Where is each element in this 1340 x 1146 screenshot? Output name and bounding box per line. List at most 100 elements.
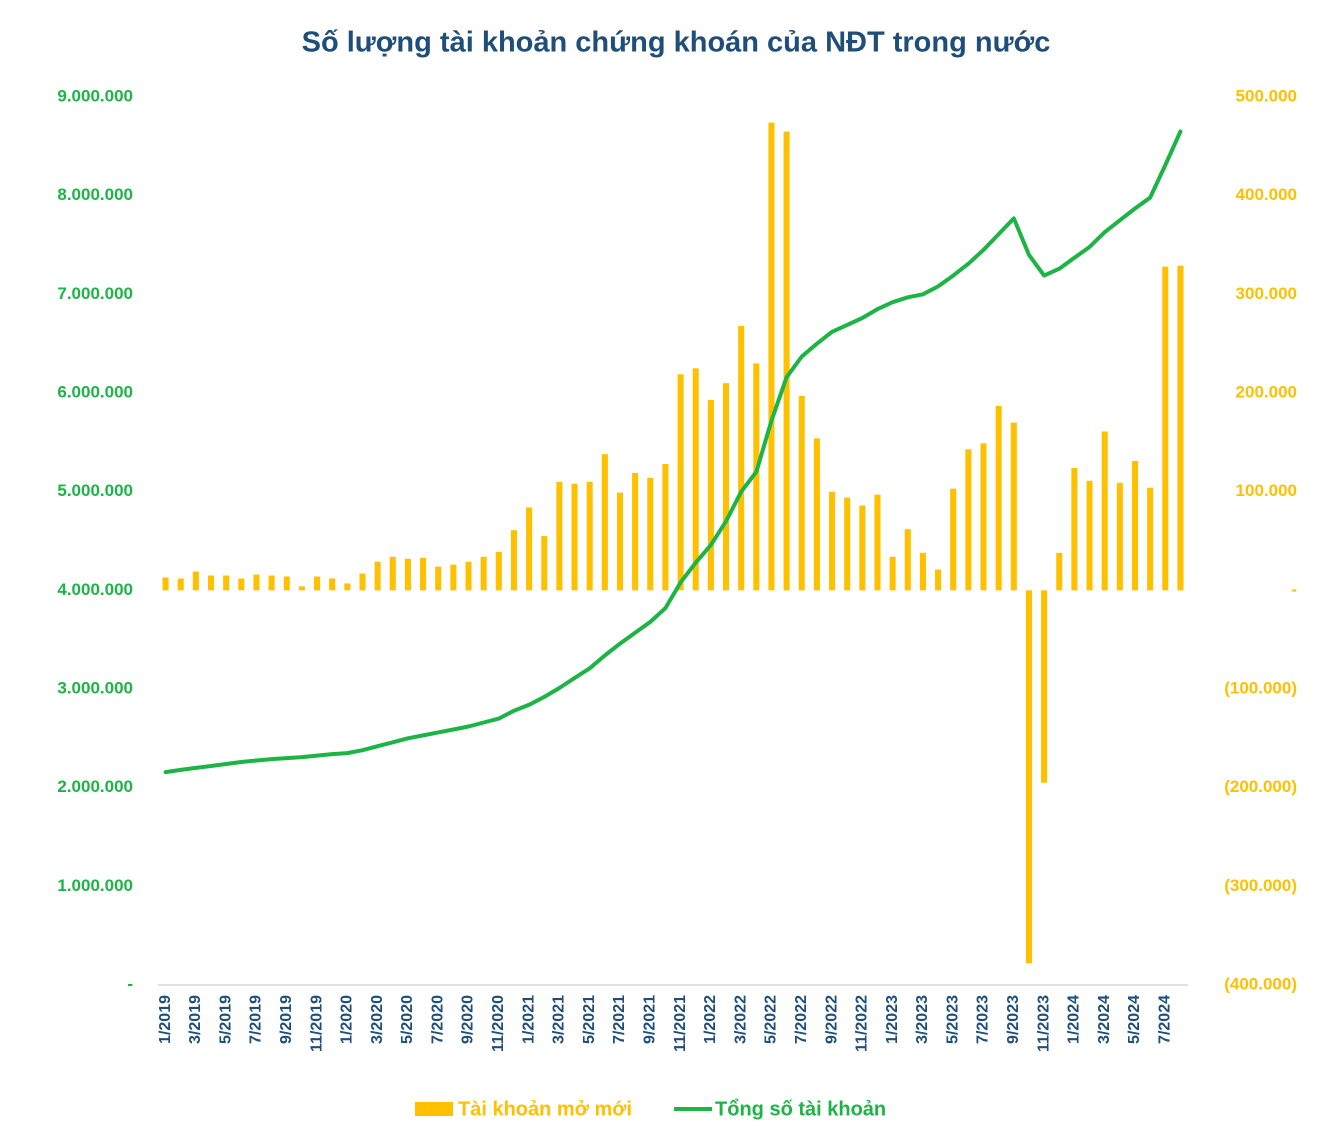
bar [465, 561, 472, 591]
y2-tick-label: 200.000 [1236, 382, 1297, 401]
bar [616, 492, 624, 591]
y-tick-label: 2.000.000 [57, 777, 133, 796]
bar [798, 395, 805, 591]
x-tick-label: 1/2022 [702, 995, 719, 1044]
bar [526, 507, 533, 591]
bar [738, 325, 745, 591]
y-tick-label: 3.000.000 [57, 678, 133, 697]
bar [1010, 422, 1017, 591]
bar [965, 449, 972, 591]
bar [435, 566, 442, 591]
bar [692, 368, 699, 591]
y2-tick-label: (300.000) [1224, 876, 1297, 895]
bar [495, 551, 502, 591]
x-tick-label: 5/2022 [763, 995, 780, 1044]
x-tick-label: 5/2024 [1126, 995, 1143, 1044]
bar [1162, 266, 1169, 591]
bar [162, 577, 169, 591]
x-tick-label: 1/2020 [339, 995, 356, 1044]
bar [207, 575, 215, 591]
x-tick-label: 9/2020 [460, 995, 477, 1044]
x-tick-label: 3/2021 [551, 995, 568, 1044]
x-tick-label: 7/2022 [793, 995, 810, 1044]
x-tick-label: 7/2024 [1156, 995, 1173, 1044]
y-tick-label: 4.000.000 [57, 580, 133, 599]
x-tick-label: 1/2023 [884, 995, 901, 1044]
bar [298, 586, 305, 591]
bar [389, 556, 396, 591]
x-tick-label: 1/2021 [520, 995, 537, 1044]
bar [374, 561, 381, 591]
y-tick-label: 7.000.000 [57, 284, 133, 303]
bar [707, 399, 714, 591]
bar [677, 374, 684, 591]
x-tick-label: 9/2021 [641, 995, 658, 1044]
bar [1116, 482, 1123, 591]
bar [314, 576, 321, 591]
bar [283, 576, 290, 591]
x-tick-label: 11/2023 [1035, 995, 1052, 1052]
legend-label: Tài khoản mở mới [458, 1098, 632, 1120]
x-tick-label: 3/2022 [732, 995, 749, 1044]
x-tick-label: 5/2019 [217, 995, 234, 1044]
bar [813, 438, 820, 591]
bar [919, 552, 926, 591]
y-tick-label: 9.000.000 [57, 86, 133, 105]
bar [1041, 590, 1048, 783]
bar [844, 497, 851, 591]
bar [783, 131, 790, 591]
y-tick-label: 1.000.000 [57, 876, 133, 895]
y2-tick-label: 300.000 [1236, 284, 1297, 303]
bar [541, 536, 548, 591]
x-tick-label: 7/2023 [975, 995, 992, 1044]
bar [874, 494, 881, 591]
y-tick-label: 8.000.000 [57, 185, 133, 204]
bar [1056, 552, 1063, 591]
bar [404, 558, 411, 591]
bar [329, 578, 336, 591]
x-tick-label: 1/2024 [1066, 995, 1083, 1044]
bar [571, 483, 578, 591]
x-tick-label: 3/2023 [914, 995, 931, 1044]
bar [510, 530, 517, 591]
bar [450, 564, 457, 591]
bar [632, 472, 639, 591]
x-tick-label: 9/2023 [1005, 995, 1022, 1044]
y2-tick-label: 100.000 [1236, 481, 1297, 500]
chart-title: Số lượng tài khoản chứng khoán của NĐT t… [302, 27, 1051, 59]
bar [238, 578, 245, 591]
bar [359, 573, 366, 591]
y2-tick-label: (200.000) [1224, 777, 1297, 796]
x-tick-label: 3/2024 [1096, 995, 1113, 1044]
bar [662, 464, 669, 591]
bar [268, 575, 275, 591]
x-tick-label: 5/2020 [399, 995, 416, 1044]
bar [253, 574, 260, 591]
bar [980, 443, 987, 591]
x-tick-label: 7/2021 [611, 995, 628, 1044]
bar [1147, 487, 1154, 591]
y2-tick-label: 500.000 [1236, 86, 1297, 105]
y2-tick-label: 400.000 [1236, 185, 1297, 204]
x-tick-label: 7/2019 [248, 995, 265, 1044]
bar [1177, 265, 1184, 591]
bar [192, 571, 199, 591]
bar [753, 363, 760, 591]
bar [1101, 431, 1108, 591]
bar [889, 556, 896, 591]
x-tick-label: 9/2019 [278, 995, 295, 1044]
x-tick-label: 11/2020 [490, 995, 507, 1052]
legend-label: Tổng số tài khoản [715, 1098, 886, 1120]
bar [1071, 467, 1078, 591]
bar [722, 383, 730, 591]
bar [556, 481, 563, 591]
x-tick-label: 3/2020 [369, 995, 386, 1044]
bar [935, 569, 942, 591]
x-tick-label: 1/2019 [157, 995, 174, 1044]
x-tick-label: 5/2021 [581, 995, 598, 1044]
legend-swatch [415, 1102, 453, 1116]
bar [1086, 480, 1093, 591]
x-tick-label: 7/2020 [429, 995, 446, 1044]
x-tick-label: 11/2022 [854, 995, 871, 1052]
